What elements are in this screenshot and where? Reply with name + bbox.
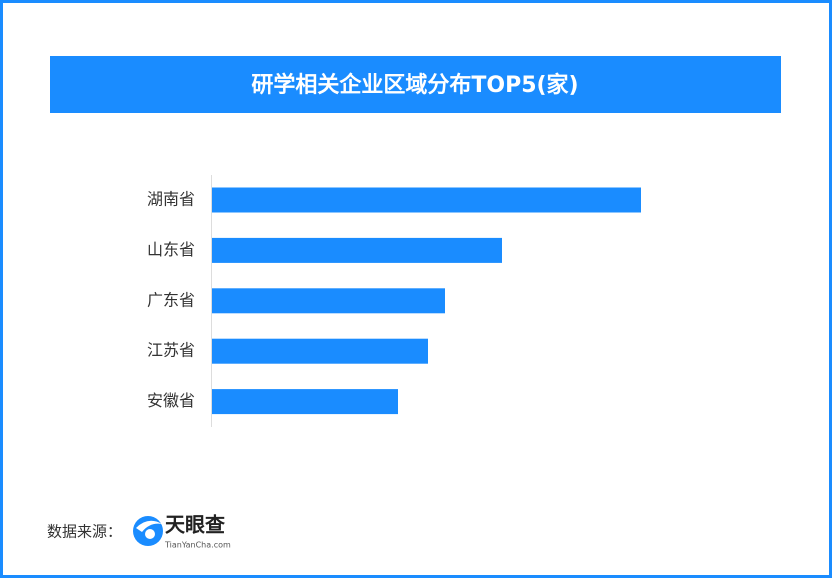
y-tick-label: 安徽省 <box>147 391 195 410</box>
title-banner <box>50 56 781 113</box>
bar <box>212 237 502 263</box>
y-tick-label: 江苏省 <box>147 341 195 360</box>
logo-swoosh <box>136 520 162 532</box>
y-tick-label: 广东省 <box>147 290 195 309</box>
bar <box>212 288 445 314</box>
y-tick-label: 山东省 <box>147 240 195 259</box>
logo-name: 天眼查 <box>165 513 225 537</box>
y-tick-label: 湖南省 <box>147 190 195 209</box>
bar <box>212 389 398 415</box>
bar <box>212 187 641 213</box>
logo: 天眼查 TianYanCha.com <box>133 513 231 550</box>
bar <box>212 338 428 364</box>
chart-title: 研学相关企业区域分布TOP5(家) <box>251 72 578 98</box>
source-label: 数据来源： <box>47 523 122 541</box>
logo-url: TianYanCha.com <box>164 541 231 550</box>
logo-eye <box>145 529 155 539</box>
